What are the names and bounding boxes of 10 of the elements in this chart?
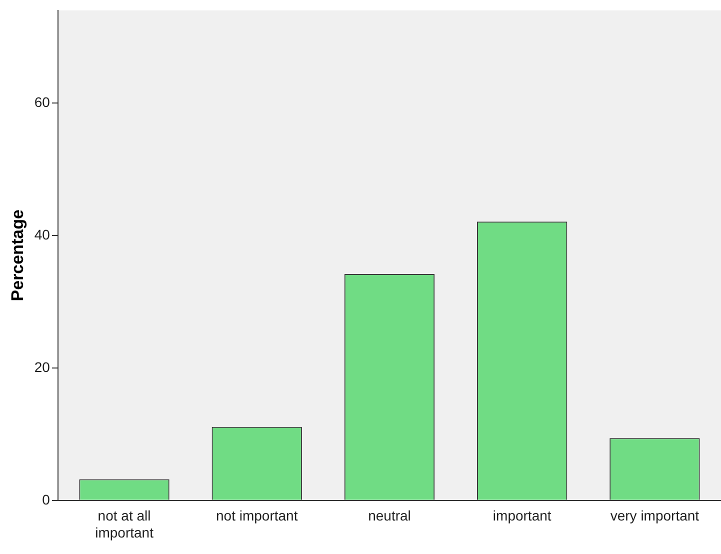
- y-tick-label: 0: [42, 491, 50, 508]
- y-axis-title: Percentage: [8, 210, 27, 302]
- x-tick-label: important: [492, 508, 552, 524]
- y-tick-label: 20: [34, 358, 50, 375]
- y-tick-label: 60: [34, 94, 50, 110]
- x-tick-label: not important: [216, 508, 298, 524]
- x-tick-label: neutral: [368, 508, 411, 524]
- x-tick-label: not at all important: [95, 508, 154, 540]
- y-tick-label: 40: [34, 226, 50, 242]
- x-tick-label: very important: [610, 508, 700, 524]
